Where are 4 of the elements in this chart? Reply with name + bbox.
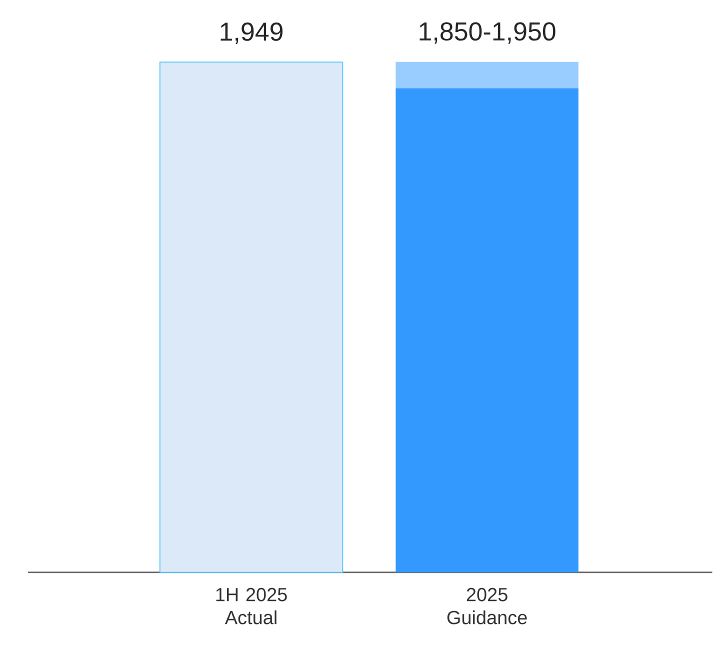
x-tick-label: 2025 Guidance [447, 588, 527, 624]
x-tick-label: 1H 2025 Actual [216, 588, 287, 624]
data-label: 1,850-1,950 [420, 22, 556, 44]
data-label: 1,949 [220, 22, 283, 44]
